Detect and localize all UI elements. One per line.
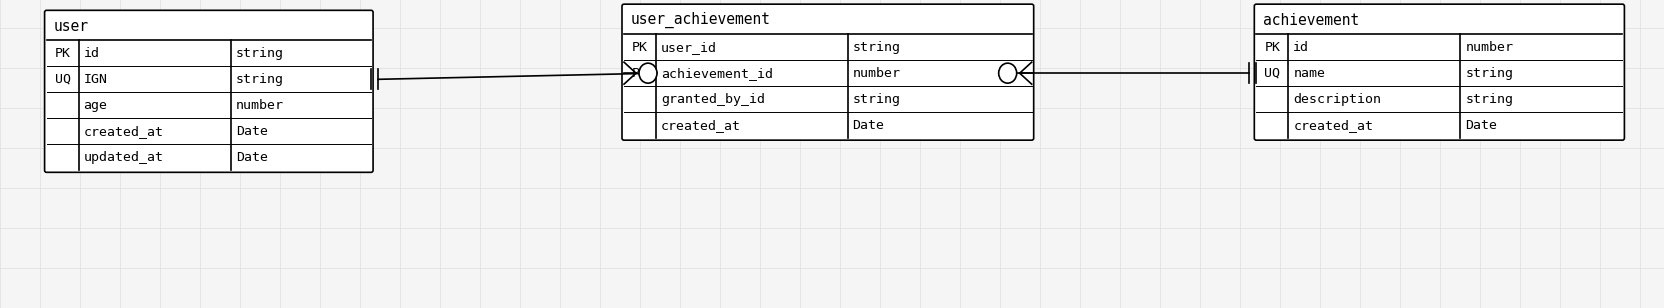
Ellipse shape: [998, 63, 1017, 83]
Text: string: string: [1466, 93, 1513, 106]
Text: age: age: [83, 99, 108, 112]
Text: created_at: created_at: [661, 119, 740, 132]
FancyBboxPatch shape: [45, 10, 373, 172]
FancyBboxPatch shape: [1255, 4, 1624, 140]
Text: string: string: [852, 93, 900, 106]
Text: number: number: [1466, 41, 1513, 54]
Text: Date: Date: [852, 119, 885, 132]
Text: PK: PK: [1265, 41, 1280, 54]
Text: user: user: [53, 19, 88, 34]
Text: updated_at: updated_at: [83, 151, 163, 164]
Text: string: string: [1466, 67, 1513, 80]
Text: created_at: created_at: [1293, 119, 1373, 132]
Text: string: string: [852, 41, 900, 54]
Text: string: string: [236, 73, 285, 86]
Text: PK: PK: [55, 47, 70, 60]
Text: Date: Date: [236, 151, 268, 164]
Text: user_id: user_id: [661, 41, 717, 54]
Text: number: number: [852, 67, 900, 80]
Text: PK: PK: [632, 41, 647, 54]
Text: IGN: IGN: [83, 73, 108, 86]
Text: string: string: [236, 47, 285, 60]
Text: granted_by_id: granted_by_id: [661, 93, 765, 106]
Text: created_at: created_at: [83, 125, 163, 138]
Text: number: number: [236, 99, 285, 112]
Text: id: id: [1293, 41, 1310, 54]
Text: name: name: [1293, 67, 1325, 80]
Text: achievement: achievement: [1263, 13, 1359, 28]
FancyBboxPatch shape: [622, 4, 1033, 140]
Text: UQ: UQ: [55, 73, 70, 86]
Text: Date: Date: [1466, 119, 1498, 132]
Ellipse shape: [639, 63, 657, 83]
Text: description: description: [1293, 93, 1381, 106]
Text: UQ: UQ: [1265, 67, 1280, 80]
Text: Date: Date: [236, 125, 268, 138]
Text: PK: PK: [632, 67, 647, 80]
Text: id: id: [83, 47, 100, 60]
Text: user_achievement: user_achievement: [631, 12, 770, 28]
Text: achievement_id: achievement_id: [661, 67, 774, 80]
